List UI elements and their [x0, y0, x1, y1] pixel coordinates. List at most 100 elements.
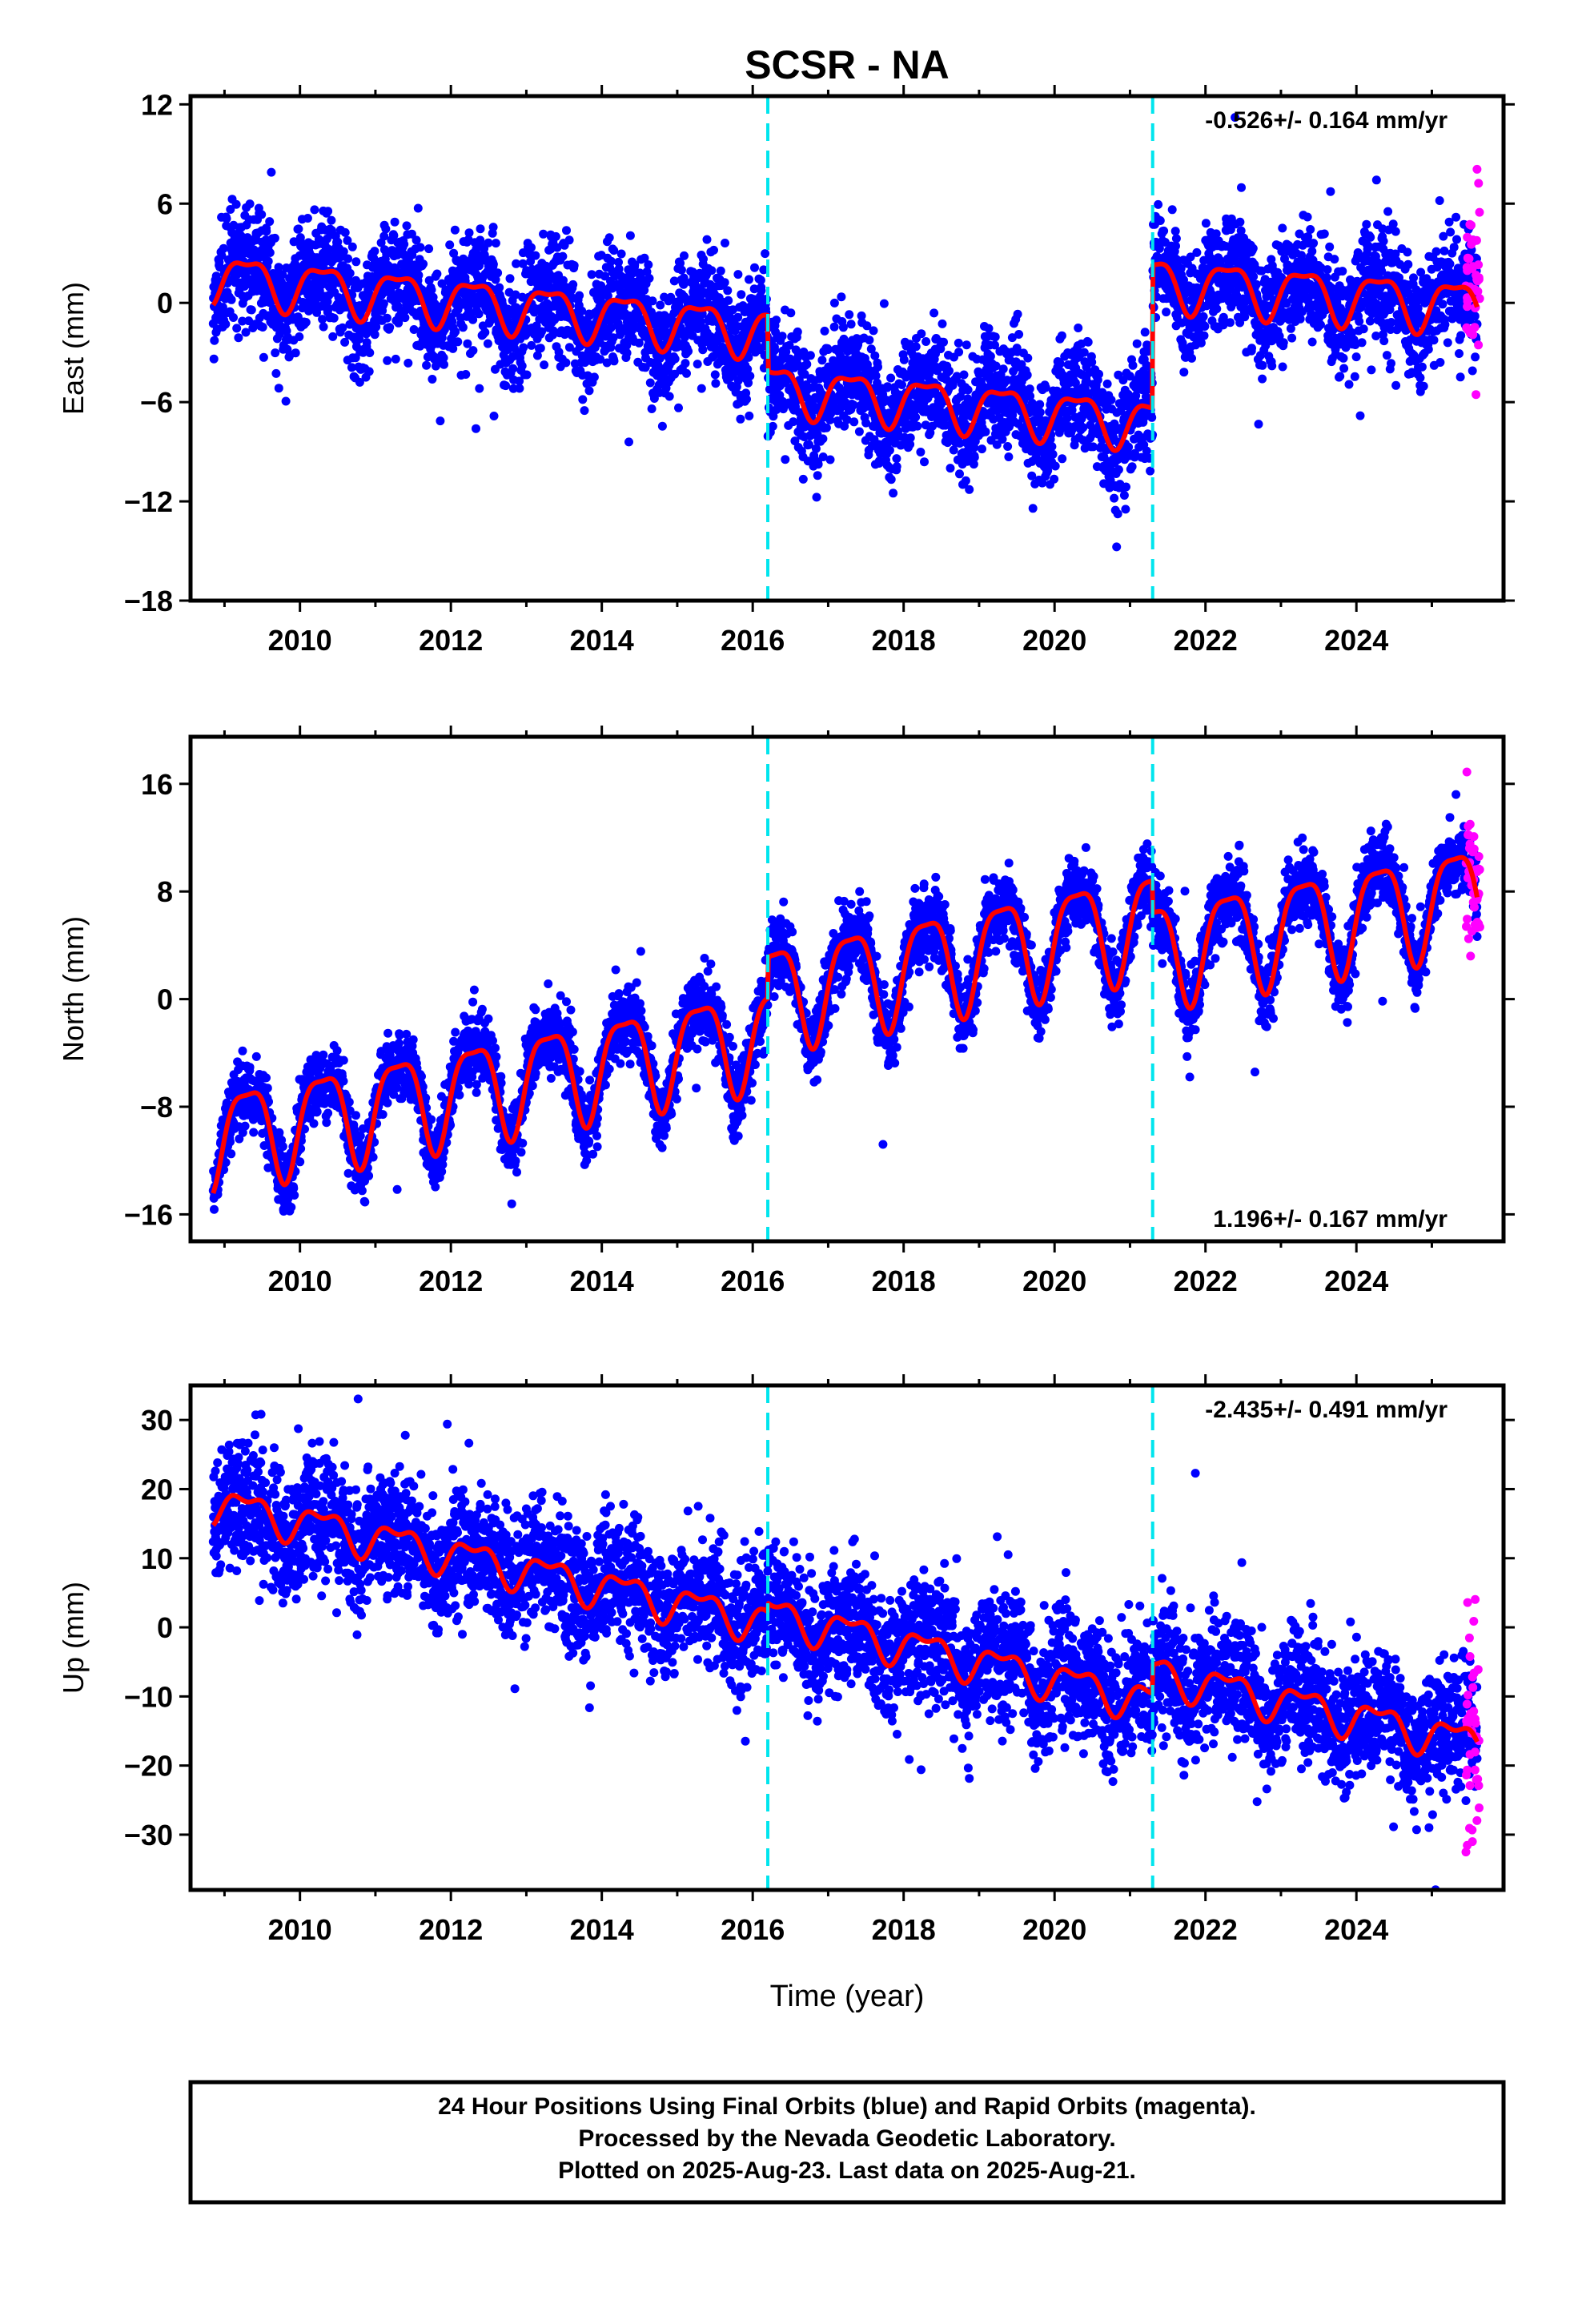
east-point [1199, 312, 1208, 321]
east-point [955, 469, 964, 479]
east-point [370, 247, 379, 256]
east-point [318, 315, 327, 324]
east-point [679, 273, 689, 283]
east-point [232, 324, 242, 333]
east-point [897, 380, 906, 389]
east-point [1070, 378, 1080, 388]
east-point [744, 352, 753, 362]
east-point [539, 229, 548, 239]
east-point [1004, 452, 1014, 461]
east-point [817, 356, 827, 365]
east-point [512, 259, 521, 268]
east-point [608, 333, 618, 343]
east-point [913, 421, 922, 431]
east-point [709, 245, 718, 255]
east-point [1339, 353, 1348, 363]
east-point [495, 283, 504, 292]
east-point [578, 395, 588, 404]
east-point [1325, 242, 1335, 251]
east-point [820, 326, 829, 336]
east-point [259, 352, 268, 362]
east-point [697, 384, 706, 393]
east-point [1226, 318, 1235, 328]
east-point [1058, 454, 1067, 464]
east-point [1316, 320, 1325, 330]
east-point [274, 384, 283, 393]
east-point [990, 332, 1000, 342]
east-point [1112, 542, 1122, 552]
east-point [265, 217, 275, 227]
east-point [458, 323, 468, 332]
east-point [427, 285, 436, 295]
east-point [339, 247, 348, 256]
east-point [1359, 324, 1368, 334]
east-point [733, 312, 743, 322]
east-point [1013, 309, 1022, 319]
east-point [959, 370, 969, 380]
east-point [648, 296, 657, 306]
east-point [1371, 175, 1381, 185]
east-point [333, 237, 343, 247]
east-point [265, 248, 275, 257]
east-point [501, 381, 511, 391]
east-point [899, 355, 909, 364]
east-point [1170, 227, 1180, 236]
east-point [365, 348, 375, 357]
east-point [258, 323, 267, 332]
east-point [1379, 236, 1388, 246]
east-point [382, 313, 391, 323]
east-point [345, 268, 355, 278]
east-point [1247, 344, 1256, 353]
east-point [656, 300, 665, 310]
east-point [568, 279, 578, 289]
east-point [1355, 411, 1365, 420]
east-point [609, 246, 619, 255]
east-point [604, 233, 614, 243]
east-point [756, 275, 765, 285]
east-point [813, 460, 823, 469]
east-point [241, 328, 251, 337]
east-point [271, 348, 280, 358]
east-point [385, 323, 395, 332]
east-point [917, 329, 926, 339]
east-point [742, 395, 751, 404]
east-point [226, 205, 235, 214]
east-point [1121, 505, 1130, 514]
east-point [696, 317, 705, 326]
east-point [295, 332, 304, 341]
east-point [670, 354, 680, 364]
east-point [954, 348, 964, 357]
east-point [606, 256, 616, 266]
east-point [450, 225, 460, 235]
east-point [846, 320, 856, 329]
east-point [271, 368, 281, 378]
east-point [676, 259, 685, 268]
east-point [1047, 442, 1057, 452]
east-point [461, 370, 471, 379]
east-point [1050, 461, 1060, 471]
east-point [1187, 353, 1196, 363]
east-point [1124, 442, 1134, 452]
east-point [710, 370, 720, 380]
east-point [589, 372, 599, 382]
east-point [1278, 362, 1287, 372]
east-point [1248, 243, 1258, 253]
east-point [474, 309, 484, 319]
east-point [1102, 379, 1112, 388]
east-point [559, 275, 568, 285]
east-point [630, 260, 640, 270]
east-point [234, 333, 243, 343]
east-point [777, 332, 787, 341]
east-point [463, 339, 472, 348]
east-point [517, 361, 527, 371]
east-point [644, 274, 654, 283]
east-point [338, 323, 347, 332]
east-point [1127, 462, 1137, 472]
east-point [772, 316, 781, 325]
east-point [837, 292, 846, 302]
east-point [1200, 322, 1210, 331]
east-point [362, 338, 371, 348]
east-point [1379, 336, 1389, 346]
east-point [770, 345, 780, 355]
east-point [527, 243, 536, 252]
